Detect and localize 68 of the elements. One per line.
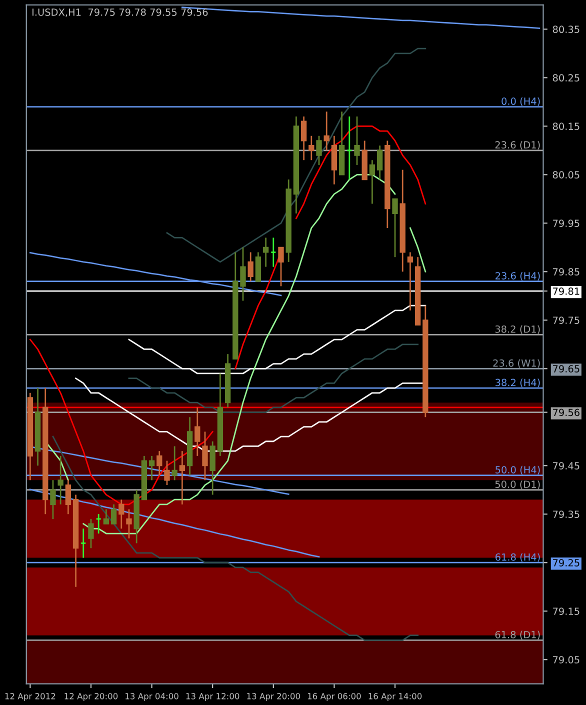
candlestick	[308, 135, 314, 161]
ref-line-label: 38.2 (H4)	[496, 378, 540, 388]
y-tick-label: 80.35	[552, 26, 580, 34]
ref-line-label: 38.2 (D1)	[495, 325, 540, 334]
candlestick	[369, 159, 376, 204]
ref-line-label: 50.0 (D1)	[495, 480, 540, 490]
candlestick	[316, 135, 322, 166]
candlestick	[156, 450, 162, 476]
y-tick-label: 79.81	[553, 288, 580, 295]
x-tick-label: 13 Apr 20:00	[247, 693, 300, 701]
y-tick-label: 80.25	[552, 74, 580, 82]
chart-title: I.USDX,H1 79.75 79.78 79.55 79.56	[32, 8, 208, 17]
candlestick	[194, 406, 200, 457]
y-tick-label: 80.05	[552, 171, 580, 178]
candlestick	[103, 508, 110, 525]
x-tick-label: 12 Apr 20:00	[64, 693, 118, 701]
y-tick-label: 79.65	[553, 365, 580, 372]
x-tick-label: 12 Apr 2012	[5, 693, 56, 701]
ref-line-label: 50.0 (H4)	[496, 466, 540, 475]
candlestick	[354, 116, 360, 166]
candlestick	[179, 450, 186, 506]
candlestick	[148, 455, 155, 481]
candlestick	[65, 479, 72, 515]
candlestick	[118, 498, 124, 530]
y-tick-label: 79.45	[553, 462, 580, 470]
ref-line-label: 23.6 (D1)	[495, 141, 540, 150]
line-series	[166, 48, 426, 263]
candlestick	[376, 144, 383, 180]
candlestick	[346, 116, 352, 180]
candlestick	[80, 528, 86, 558]
candlestick	[88, 518, 94, 549]
candlestick	[172, 446, 178, 481]
candlestick	[110, 504, 117, 525]
x-tick-label: 16 Apr 06:00	[308, 693, 361, 701]
x-tick-label: 13 Apr 12:00	[186, 693, 240, 701]
y-tick-label: 79.85	[553, 268, 580, 276]
candlestick	[407, 252, 414, 312]
y-tick-label: 80.15	[552, 122, 580, 130]
line-series	[128, 304, 426, 374]
candlestick	[50, 479, 56, 520]
candlestick	[164, 460, 170, 486]
line-series	[128, 344, 419, 413]
y-tick-label: 79.35	[553, 510, 580, 518]
candlestick	[392, 198, 398, 258]
ref-line-label: 61.8 (H4)	[495, 553, 540, 562]
x-tick-label: 16 Apr 14:00	[368, 693, 422, 701]
candlestick	[202, 430, 208, 481]
x-tick-label: 13 Apr 04:00	[126, 693, 178, 701]
y-tick-label: 79.75	[553, 316, 580, 324]
ref-line-label: 23.6 (W1)	[493, 359, 540, 368]
y-tick-label: 79.95	[553, 220, 580, 227]
candlestick	[324, 110, 330, 152]
candlestick	[240, 246, 246, 302]
candlestick	[248, 252, 254, 282]
candlestick	[278, 246, 284, 287]
candlestick	[262, 237, 269, 268]
line-series	[181, 6, 540, 29]
y-tick-label: 79.25	[553, 559, 580, 566]
ref-line-label: 23.6 (H4)	[496, 272, 540, 281]
y-tick-label: 79.15	[553, 608, 580, 615]
y-tick-label: 79.05	[553, 656, 580, 664]
ref-line-label: 0.0 (H4)	[502, 97, 540, 106]
candlestick	[270, 237, 276, 268]
y-tick-label: 79.56	[553, 408, 580, 416]
candlestick	[300, 116, 307, 161]
candlestick	[58, 455, 64, 506]
candlestick	[126, 508, 132, 540]
line-series	[52, 436, 419, 641]
